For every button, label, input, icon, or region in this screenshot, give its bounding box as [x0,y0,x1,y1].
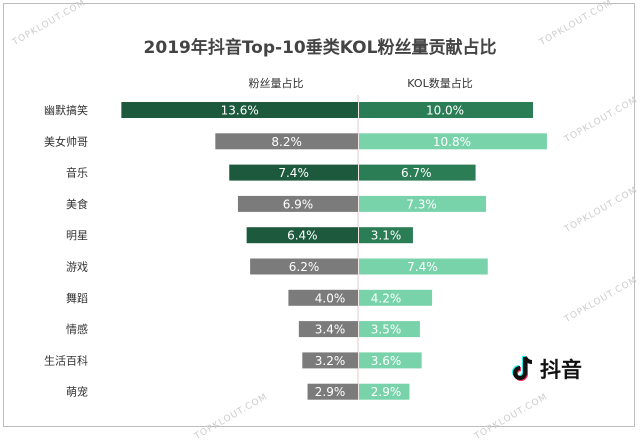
data-label-kol-share: 7.4% [407,260,438,274]
data-label-fans-share: 13.6% [221,104,259,118]
category-label: 游戏 [66,261,88,274]
data-label-fans-share: 3.4% [315,323,346,337]
category-label: 明星 [66,229,88,242]
bar-fans-share [246,227,358,244]
data-label-kol-share: 10.8% [433,135,471,149]
bar-fans-share [288,289,358,306]
data-label-fans-share: 4.0% [315,291,346,305]
chart-frame [3,3,635,427]
bar-fans-share [302,352,358,369]
category-label: 情感 [66,323,88,336]
data-label-kol-share: 3.6% [371,354,402,368]
douyin-note-icon [512,356,533,381]
bar-kol-share [359,195,487,212]
bar-fans-share [307,383,358,400]
data-label-kol-share: 4.2% [371,291,402,305]
data-label-fans-share: 7.4% [278,166,309,180]
bar-kol-share [359,258,488,275]
data-label-fans-share: 3.2% [315,354,346,368]
category-label: 美女帅哥 [44,134,88,148]
legend-fans-share: 粉丝量占比 [248,77,304,90]
bar-fans-share [229,164,358,181]
legend-kol-share: KOL数量占比 [407,77,473,90]
data-label-kol-share: 2.9% [371,385,402,399]
bar-fans-share [250,258,358,275]
category-label: 萌宠 [66,385,88,399]
data-label-fans-share: 6.4% [287,229,318,243]
data-label-kol-share: 6.7% [401,166,432,180]
bar-kol-share [359,164,476,181]
bar-fans-share [121,102,358,118]
data-label-kol-share: 7.3% [406,197,437,211]
douyin-logo-text: 抖音 [540,358,582,382]
category-label: 音乐 [66,166,88,180]
category-label: 美食 [66,197,88,211]
chart-title: 2019年抖音Top-10垂类KOL粉丝量贡献占比 [143,38,497,58]
data-label-fans-share: 6.9% [283,197,314,211]
data-label-fans-share: 6.2% [289,260,320,274]
bar-kol-share [359,383,410,400]
bar-kol-share [359,289,433,306]
data-label-kol-share: 10.0% [426,104,464,118]
bar-kol-share [359,133,547,150]
bar-kol-share [359,102,533,118]
category-label: 舞蹈 [66,292,88,305]
category-label: 幽默搞笑 [44,103,88,117]
bar-fans-share [215,133,358,150]
bar-kol-share [359,352,422,369]
data-label-fans-share: 8.2% [271,135,302,149]
bar-kol-share [359,321,420,338]
bar-fans-share [237,195,358,212]
bar-kol-share [359,227,413,244]
data-label-kol-share: 3.1% [371,229,402,243]
douyin-logo: 抖音 [512,354,582,384]
data-label-fans-share: 2.9% [315,385,346,399]
bar-fans-share [298,321,358,338]
butterfly-chart: 幽默搞笑 13.6% 10.0% 美女帅哥 8.2% 10.8% 音乐 7.4% 6.7% 美食 6… [44,95,547,400]
data-label-kol-share: 3.5% [371,323,402,337]
category-label: 生活百科 [44,353,88,367]
